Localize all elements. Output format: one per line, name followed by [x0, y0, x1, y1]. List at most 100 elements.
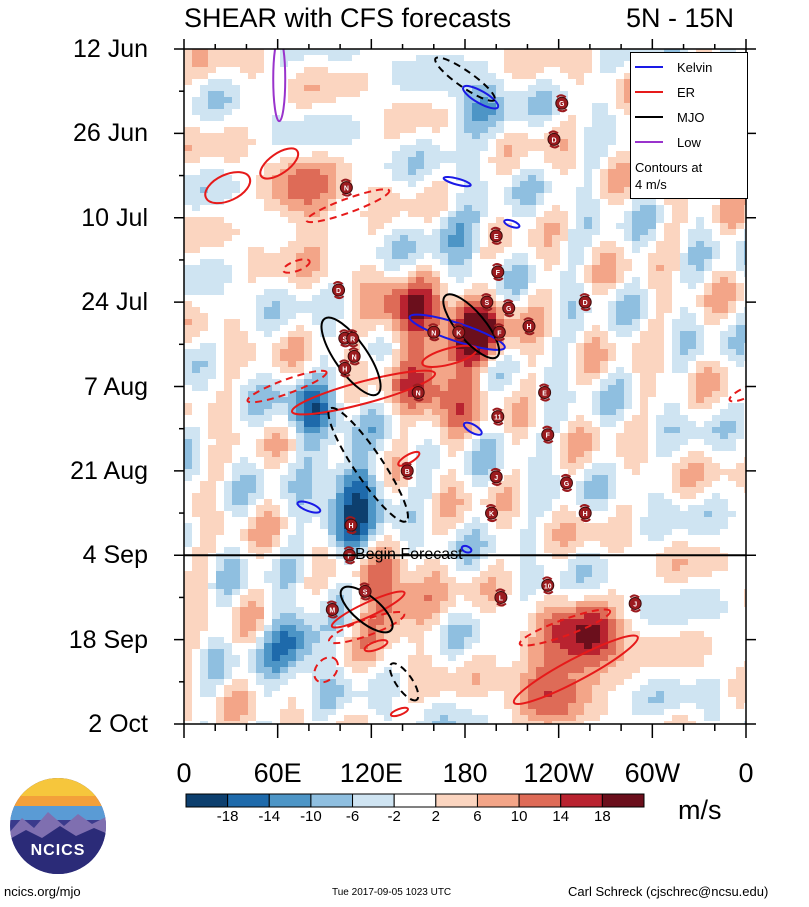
contour-note-line-1: Contours at [635, 160, 703, 175]
storm-label: D [583, 300, 588, 307]
storm-label: K [489, 511, 494, 518]
legend-swatch-mjo [635, 116, 663, 118]
y-tick-label: 21 Aug [70, 456, 148, 485]
footer-site: ncics.org/mjo [4, 884, 81, 899]
logo-text: NCICS [30, 842, 86, 859]
storm-symbol: H [338, 359, 352, 378]
storm-symbol: F [491, 262, 505, 281]
storm-symbol: D [578, 293, 592, 312]
storm-label: 10 [544, 583, 552, 590]
contour-note: Contours at 4 m/s [635, 159, 702, 193]
storm-label: H [349, 523, 354, 530]
storm-label: J [494, 475, 498, 482]
colorbar-swatch [560, 793, 603, 808]
colorbar-swatch [476, 793, 520, 808]
storm-label: F [497, 330, 502, 337]
low-contour [272, 49, 287, 123]
storm-symbol: G [559, 473, 573, 492]
axis-ticks [174, 39, 756, 738]
legend-label-mjo: MJO [677, 109, 705, 125]
legend-swatch-low [635, 141, 663, 143]
storm-symbol: N [347, 347, 361, 366]
colorbar-swatch [518, 793, 562, 808]
storm-symbol: G [502, 299, 516, 318]
footer-timestamp: Tue 2017-09-05 1023 UTC [332, 887, 452, 898]
storm-symbol: J [489, 467, 503, 486]
y-tick-label: 26 Jun [72, 119, 148, 148]
storm-symbol: D [547, 130, 561, 149]
storm-symbol: N [339, 178, 353, 197]
x-tick-label: 120W [523, 758, 594, 788]
storm-label: E [494, 234, 499, 241]
storm-symbol: B [400, 461, 414, 480]
er-contour [204, 171, 252, 205]
er-contour [512, 634, 639, 706]
region-label: 5N - 15N [626, 3, 735, 33]
wave-contours [204, 49, 746, 718]
colorbar-tick-label: -18 [216, 808, 239, 825]
footer-author: Carl Schreck (cjschrec@ncsu.edu) [568, 884, 769, 899]
kelvin-contour [462, 421, 483, 436]
ncics-logo [10, 778, 106, 874]
mjo-contour [339, 585, 394, 634]
mjo-contour [388, 662, 420, 702]
y-tick-label: 12 Jun [72, 35, 148, 63]
legend-swatch-kelvin [635, 66, 663, 68]
er-contour [389, 706, 409, 718]
storm-label: G [506, 306, 512, 313]
er-contour [518, 608, 612, 647]
colorbar-tick-label: 10 [510, 808, 528, 825]
colorbar-swatch [268, 793, 312, 808]
er-contour [327, 610, 406, 645]
x-tick-label: 120E [339, 758, 403, 788]
kelvin-contour [442, 175, 472, 188]
storm-label: G [564, 481, 570, 488]
x-tick-label: 60W [624, 758, 681, 788]
x-tick-label: 0 [738, 758, 754, 788]
begin-forecast-label: Begin Forecast [355, 546, 463, 563]
x-tick-label: 180 [442, 758, 488, 788]
colorbar-tick-label: 6 [473, 808, 482, 825]
storm-symbol: N [411, 383, 425, 402]
colorbar-swatch [352, 793, 395, 808]
storm-label: G [559, 101, 565, 108]
y-tick-label: 7 Aug [84, 372, 148, 401]
storm-symbol: F [492, 323, 506, 342]
storm-label: D [551, 137, 556, 144]
legend-item-kelvin: Kelvin [635, 57, 712, 77]
er-contour [421, 344, 478, 368]
y-tick-label: 2 Oct [88, 710, 148, 738]
storm-symbol: H [522, 317, 536, 336]
mjo-contour [320, 316, 382, 397]
storm-label: E [542, 391, 547, 398]
colorbar-swatch [393, 793, 437, 808]
storm-symbol: R [346, 329, 360, 348]
storm-symbol: N [427, 323, 441, 342]
kelvin-contour [460, 544, 473, 554]
colorbar-swatch [310, 793, 354, 808]
er-contour [313, 656, 339, 684]
storm-label: R [350, 336, 355, 343]
storm-symbol: H [344, 516, 358, 535]
er-contour [259, 147, 300, 180]
shading-field [184, 49, 746, 724]
colorbar-tick-label: 14 [552, 808, 570, 825]
storm-label: L [499, 595, 504, 602]
colorbar-tick-label: -2 [387, 808, 401, 825]
er-contour [363, 639, 389, 653]
storm-label: N [416, 391, 421, 398]
storm-label: F [546, 433, 551, 440]
storm-label: N [431, 330, 436, 337]
kelvin-contour [296, 500, 322, 514]
colorbar-tick-label: -14 [258, 808, 281, 825]
er-contour [246, 369, 328, 404]
storm-label: N [344, 186, 349, 193]
legend: Kelvin ER MJO Low Contours at 4 m/s [630, 52, 748, 199]
storm-label: N [352, 354, 357, 361]
contour-note-line-2: 4 m/s [635, 177, 667, 192]
colorbar-tick-label: 2 [431, 808, 440, 825]
legend-label-er: ER [677, 84, 696, 100]
colorbar-swatch [185, 793, 229, 808]
storm-label: H [526, 324, 531, 331]
er-contour [397, 450, 421, 467]
